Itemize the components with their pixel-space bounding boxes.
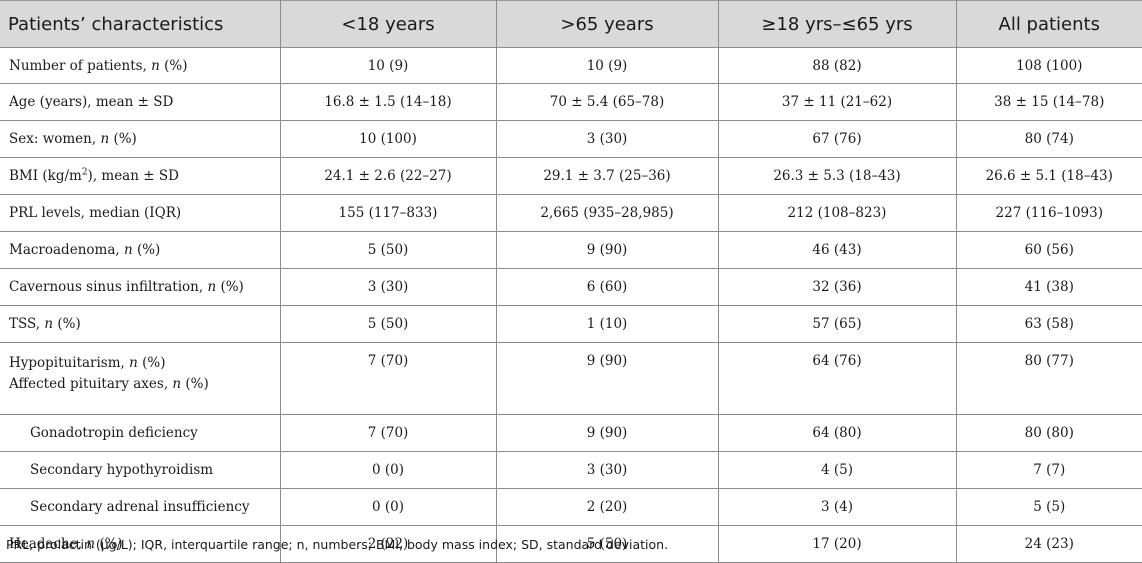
cell-over-65: 9 (90)	[495, 342, 719, 415]
header-characteristics: Patients’ characteristics	[0, 0, 281, 48]
cell-over-65: 29.1 ± 3.7 (25–36)	[495, 157, 719, 195]
cell-all-patients: 41 (38)	[955, 268, 1142, 306]
cell-18-to-65: 4 (5)	[717, 451, 957, 489]
cell-over-65: 3 (30)	[495, 451, 719, 489]
header-18-to-65: ≥18 yrs–≤65 yrs	[717, 0, 957, 48]
cell-over-65: 6 (60)	[495, 268, 719, 306]
header-row: Patients’ characteristics <18 years >65 …	[0, 0, 1142, 48]
header-over-65: >65 years	[495, 0, 719, 48]
table-row: Macroadenoma, n (%) 5 (50) 9 (90) 46 (43…	[0, 231, 1142, 269]
table-row: Number of patients, n (%) 10 (9) 10 (9) …	[0, 47, 1142, 84]
cell-under-18: 10 (100)	[279, 120, 497, 158]
row-label: TSS, n (%)	[0, 305, 281, 343]
cell-18-to-65: 37 ± 11 (21–62)	[717, 83, 957, 121]
row-label: Number of patients, n (%)	[0, 47, 281, 84]
cell-over-65: 9 (90)	[495, 414, 719, 452]
hypopituitarism-label: Hypopituitarism, n (%)	[9, 355, 166, 371]
table-row: Sex: women, n (%) 10 (100) 3 (30) 67 (76…	[0, 120, 1142, 158]
table-row: Cavernous sinus infiltration, n (%) 3 (3…	[0, 268, 1142, 306]
cell-18-to-65: 64 (80)	[717, 414, 957, 452]
table-row: Age (years), mean ± SD 16.8 ± 1.5 (14–18…	[0, 83, 1142, 121]
table-footnote: PRL, prolactin (μg/L); IQR, interquartil…	[6, 537, 669, 552]
cell-18-to-65: 57 (65)	[717, 305, 957, 343]
cell-under-18: 24.1 ± 2.6 (22–27)	[279, 157, 497, 195]
header-all-patients: All patients	[955, 0, 1142, 48]
cell-18-to-65: 212 (108–823)	[717, 194, 957, 232]
row-label: Secondary hypothyroidism	[0, 451, 281, 489]
cell-all-patients: 80 (74)	[955, 120, 1142, 158]
cell-18-to-65: 67 (76)	[717, 120, 957, 158]
cell-over-65: 1 (10)	[495, 305, 719, 343]
row-label: BMI (kg/m2), mean ± SD	[0, 157, 281, 195]
table-row: Secondary adrenal insufficiency 0 (0) 2 …	[0, 488, 1142, 526]
cell-all-patients: 60 (56)	[955, 231, 1142, 269]
cell-all-patients: 26.6 ± 5.1 (18–43)	[955, 157, 1142, 195]
cell-under-18: 155 (117–833)	[279, 194, 497, 232]
cell-under-18: 7 (70)	[279, 342, 497, 415]
table-row: Gonadotropin deficiency 7 (70) 9 (90) 64…	[0, 414, 1142, 452]
row-label: Macroadenoma, n (%)	[0, 231, 281, 269]
cell-over-65: 9 (90)	[495, 231, 719, 269]
cell-under-18: 7 (70)	[279, 414, 497, 452]
cell-all-patients: 24 (23)	[955, 525, 1142, 563]
cell-over-65: 10 (9)	[495, 47, 719, 84]
cell-18-to-65: 64 (76)	[717, 342, 957, 415]
cell-all-patients: 227 (116–1093)	[955, 194, 1142, 232]
cell-all-patients: 5 (5)	[955, 488, 1142, 526]
header-under-18: <18 years	[279, 0, 497, 48]
cell-18-to-65: 88 (82)	[717, 47, 957, 84]
cell-under-18: 16.8 ± 1.5 (14–18)	[279, 83, 497, 121]
cell-all-patients: 80 (77)	[955, 342, 1142, 415]
cell-under-18: 0 (0)	[279, 451, 497, 489]
cell-all-patients: 63 (58)	[955, 305, 1142, 343]
row-label: Gonadotropin deficiency	[0, 414, 281, 452]
table-row: Hypopituitarism, n (%) Affected pituitar…	[0, 342, 1142, 415]
cell-all-patients: 108 (100)	[955, 47, 1142, 84]
cell-under-18: 3 (30)	[279, 268, 497, 306]
cell-18-to-65: 26.3 ± 5.3 (18–43)	[717, 157, 957, 195]
cell-18-to-65: 3 (4)	[717, 488, 957, 526]
table-row: BMI (kg/m2), mean ± SD 24.1 ± 2.6 (22–27…	[0, 157, 1142, 195]
table-row: TSS, n (%) 5 (50) 1 (10) 57 (65) 63 (58)	[0, 305, 1142, 343]
cell-over-65: 2,665 (935–28,985)	[495, 194, 719, 232]
row-label: Secondary adrenal insufficiency	[0, 488, 281, 526]
cell-18-to-65: 46 (43)	[717, 231, 957, 269]
affected-axes-label: Affected pituitary axes, n (%)	[9, 376, 209, 392]
cell-under-18: 0 (0)	[279, 488, 497, 526]
row-label: Sex: women, n (%)	[0, 120, 281, 158]
cell-over-65: 2 (20)	[495, 488, 719, 526]
cell-18-to-65: 32 (36)	[717, 268, 957, 306]
cell-all-patients: 80 (80)	[955, 414, 1142, 452]
cell-over-65: 70 ± 5.4 (65–78)	[495, 83, 719, 121]
row-label: Hypopituitarism, n (%) Affected pituitar…	[0, 342, 281, 415]
row-label: Age (years), mean ± SD	[0, 83, 281, 121]
cell-all-patients: 38 ± 15 (14–78)	[955, 83, 1142, 121]
cell-under-18: 5 (50)	[279, 231, 497, 269]
row-label: Cavernous sinus infiltration, n (%)	[0, 268, 281, 306]
table-row: Secondary hypothyroidism 0 (0) 3 (30) 4 …	[0, 451, 1142, 489]
table-row: PRL levels, median (IQR) 155 (117–833) 2…	[0, 194, 1142, 232]
cell-over-65: 3 (30)	[495, 120, 719, 158]
cell-under-18: 5 (50)	[279, 305, 497, 343]
cell-under-18: 10 (9)	[279, 47, 497, 84]
cell-18-to-65: 17 (20)	[717, 525, 957, 563]
row-label: PRL levels, median (IQR)	[0, 194, 281, 232]
cell-all-patients: 7 (7)	[955, 451, 1142, 489]
